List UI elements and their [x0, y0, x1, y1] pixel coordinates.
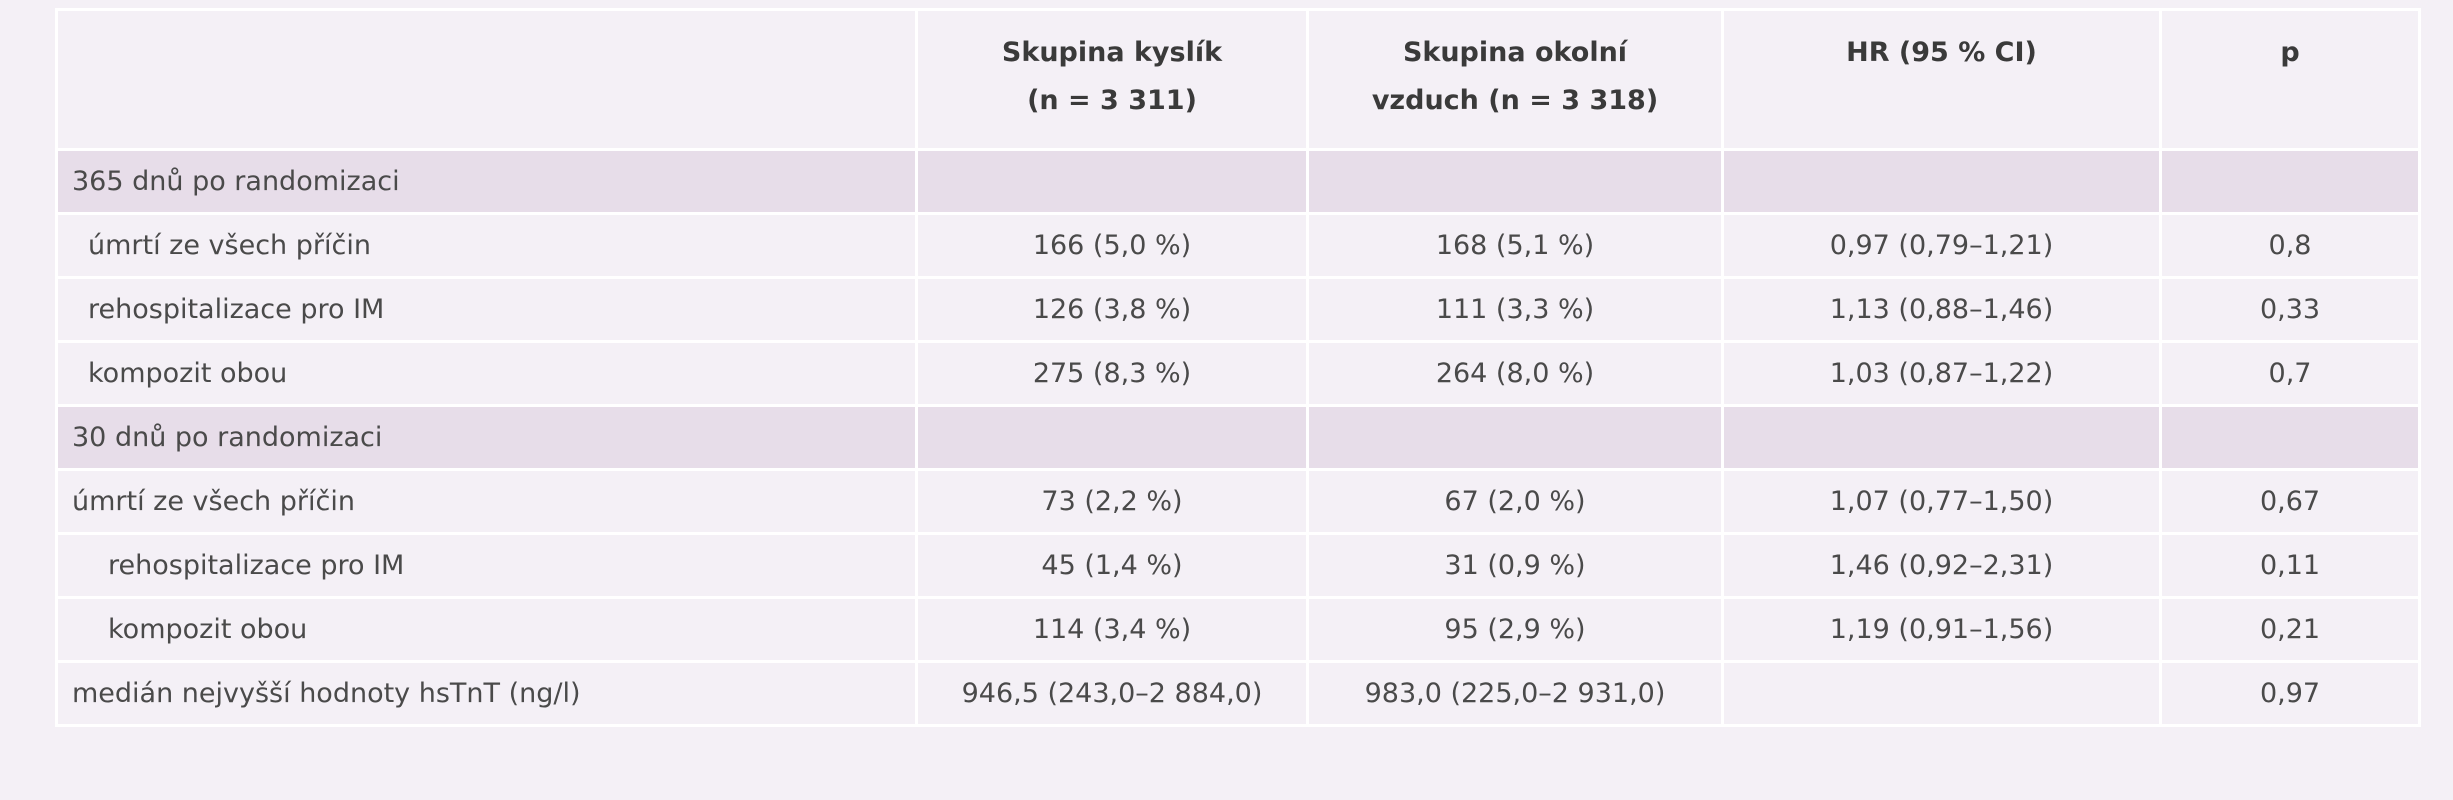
- row-label: medián nejvyšší hodnoty hsTnT (ng/l): [55, 660, 918, 727]
- row-label: úmrtí ze všech příčin: [55, 212, 918, 279]
- cell: [2159, 148, 2421, 215]
- cell: 95 (2,9 %): [1306, 596, 1724, 663]
- cell: 114 (3,4 %): [915, 596, 1309, 663]
- cell: 0,33: [2159, 276, 2421, 343]
- header-line: p: [2280, 37, 2300, 68]
- cell: 0,7: [2159, 340, 2421, 407]
- cell: 275 (8,3 %): [915, 340, 1309, 407]
- cell: 0,97 (0,79–1,21): [1721, 212, 2162, 279]
- table-body: 365 dnů po randomizaci úmrtí ze všech pří…: [55, 148, 2421, 727]
- cell: 45 (1,4 %): [915, 532, 1309, 599]
- row-label: 30 dnů po randomizaci: [55, 404, 918, 471]
- cell: 0,11: [2159, 532, 2421, 599]
- section-row: 30 dnů po randomizaci: [55, 404, 2421, 471]
- data-row: úmrtí ze všech příčin 166 (5,0 %) 168 (5,1…: [55, 212, 2421, 279]
- cell: 1,07 (0,77–1,50): [1721, 468, 2162, 535]
- cell: 111 (3,3 %): [1306, 276, 1724, 343]
- row-label: 365 dnů po randomizaci: [55, 148, 918, 215]
- cell: 0,8: [2159, 212, 2421, 279]
- cell: 1,46 (0,92–2,31): [1721, 532, 2162, 599]
- header-row: Skupina kyslík (n = 3 311) Skupina okolní v…: [55, 8, 2421, 151]
- data-row: rehospitalizace pro IM 45 (1,4 %) 31 (0,9 …: [55, 532, 2421, 599]
- cell: 31 (0,9 %): [1306, 532, 1724, 599]
- cell: [1721, 404, 2162, 471]
- row-label: úmrtí ze všech příčin: [55, 468, 918, 535]
- cell: 264 (8,0 %): [1306, 340, 1724, 407]
- cell: [1306, 148, 1724, 215]
- cell: 0,97: [2159, 660, 2421, 727]
- cell: [915, 404, 1309, 471]
- header-line: Skupina kyslík: [1001, 37, 1223, 68]
- data-row: kompozit obou 114 (3,4 %) 95 (2,9 %) 1,19 (…: [55, 596, 2421, 663]
- cell: 73 (2,2 %): [915, 468, 1309, 535]
- header-cell: p: [2159, 8, 2421, 151]
- row-label: kompozit obou: [55, 340, 918, 407]
- row-label: rehospitalizace pro IM: [55, 276, 918, 343]
- cell: [1306, 404, 1724, 471]
- header-cell: [55, 8, 918, 151]
- cell: 168 (5,1 %): [1306, 212, 1724, 279]
- header-cell: HR (95 % CI): [1721, 8, 2162, 151]
- data-row: úmrtí ze všech příčin 73 (2,2 %) 67 (2,0 %…: [55, 468, 2421, 535]
- row-label: rehospitalizace pro IM: [55, 532, 918, 599]
- header-line: vzduch (n = 3 318): [1371, 85, 1659, 116]
- cell: [1721, 660, 2162, 727]
- header-line: HR (95 % CI): [1846, 37, 2037, 68]
- cell: [915, 148, 1309, 215]
- cell: 67 (2,0 %): [1306, 468, 1724, 535]
- cell: [2159, 404, 2421, 471]
- cell: 0,21: [2159, 596, 2421, 663]
- header-line: Skupina okolní: [1402, 37, 1628, 68]
- data-row: medián nejvyšší hodnoty hsTnT (ng/l) 946,…: [55, 660, 2421, 727]
- cell: 0,67: [2159, 468, 2421, 535]
- cell: 946,5 (243,0–2 884,0): [915, 660, 1309, 727]
- cell: 126 (3,8 %): [915, 276, 1309, 343]
- results-table: Skupina kyslík (n = 3 311) Skupina okolní v…: [55, 8, 2421, 727]
- header-cell: Skupina okolní vzduch (n = 3 318): [1306, 8, 1724, 151]
- cell: 983,0 (225,0–2 931,0): [1306, 660, 1724, 727]
- cell: 1,03 (0,87–1,22): [1721, 340, 2162, 407]
- cell: 166 (5,0 %): [915, 212, 1309, 279]
- header-line: (n = 3 311): [1027, 85, 1197, 116]
- header-cell: Skupina kyslík (n = 3 311): [915, 8, 1309, 151]
- cell: 1,13 (0,88–1,46): [1721, 276, 2162, 343]
- data-row: kompozit obou 275 (8,3 %) 264 (8,0 %) 1,03 …: [55, 340, 2421, 407]
- section-row: 365 dnů po randomizaci: [55, 148, 2421, 215]
- data-row: rehospitalizace pro IM 126 (3,8 %) 111 (3,…: [55, 276, 2421, 343]
- row-label: kompozit obou: [55, 596, 918, 663]
- cell: 1,19 (0,91–1,56): [1721, 596, 2162, 663]
- cell: [1721, 148, 2162, 215]
